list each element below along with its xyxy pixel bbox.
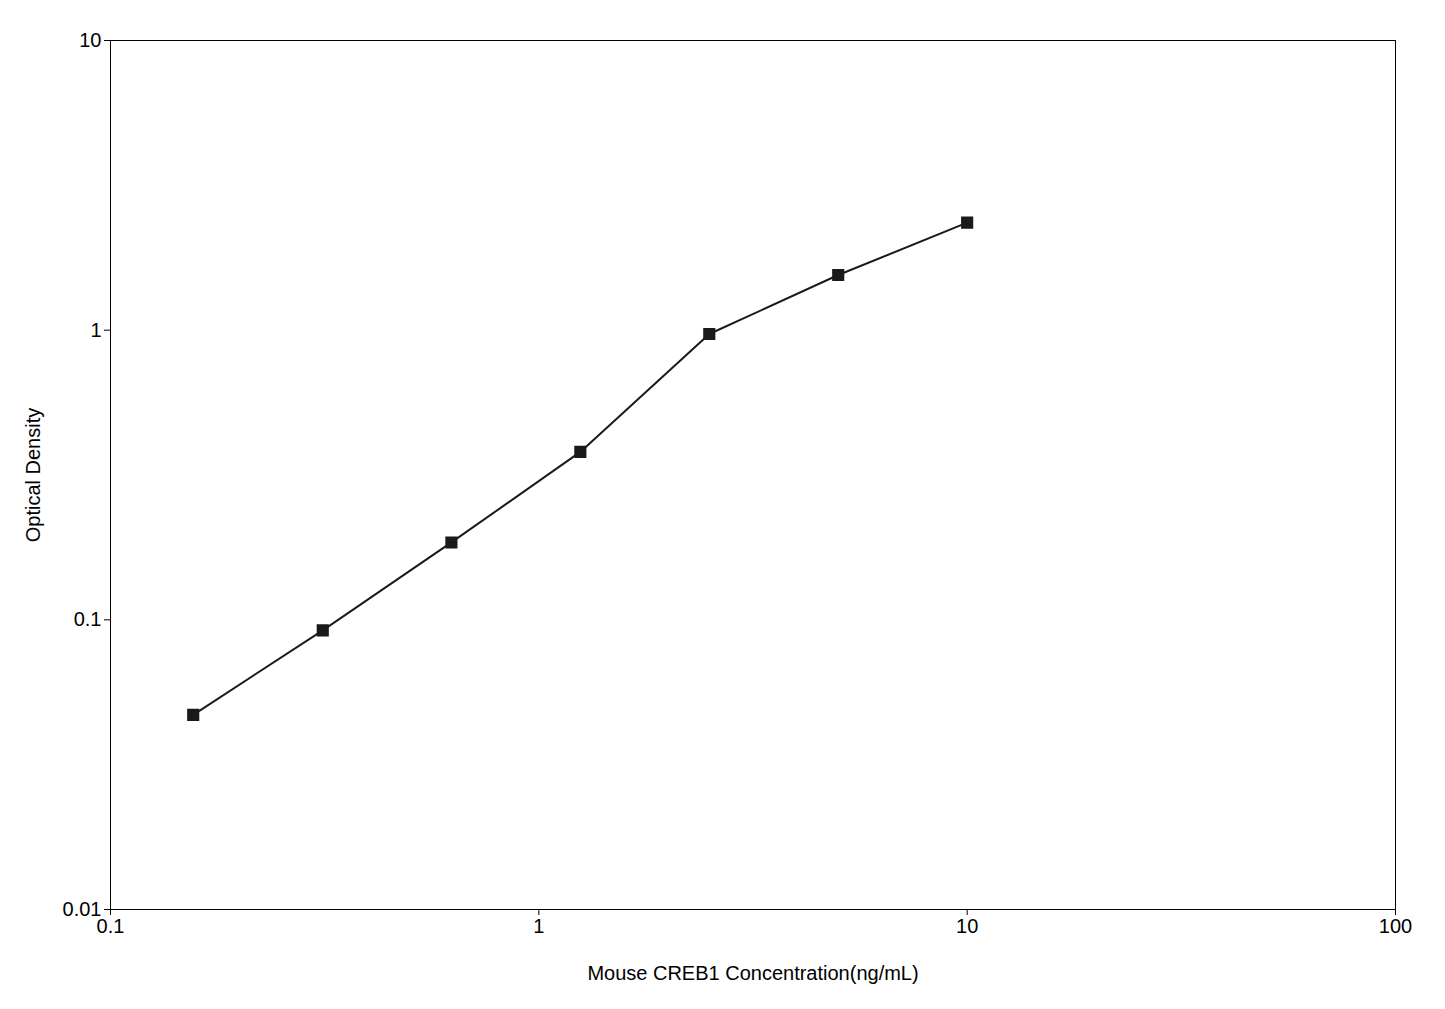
svg-text:100: 100: [1379, 915, 1412, 937]
svg-text:10: 10: [956, 915, 978, 937]
svg-text:0.01: 0.01: [62, 897, 102, 920]
svg-text:Optical Density: Optical Density: [22, 408, 44, 543]
svg-text:0.1: 0.1: [97, 915, 125, 937]
svg-text:0.1: 0.1: [74, 608, 102, 630]
svg-text:10: 10: [79, 29, 101, 51]
svg-text:Mouse CREB1 Concentration(ng/m: Mouse CREB1 Concentration(ng/mL): [587, 962, 918, 984]
svg-text:1: 1: [533, 915, 544, 937]
svg-text:1: 1: [90, 319, 101, 341]
